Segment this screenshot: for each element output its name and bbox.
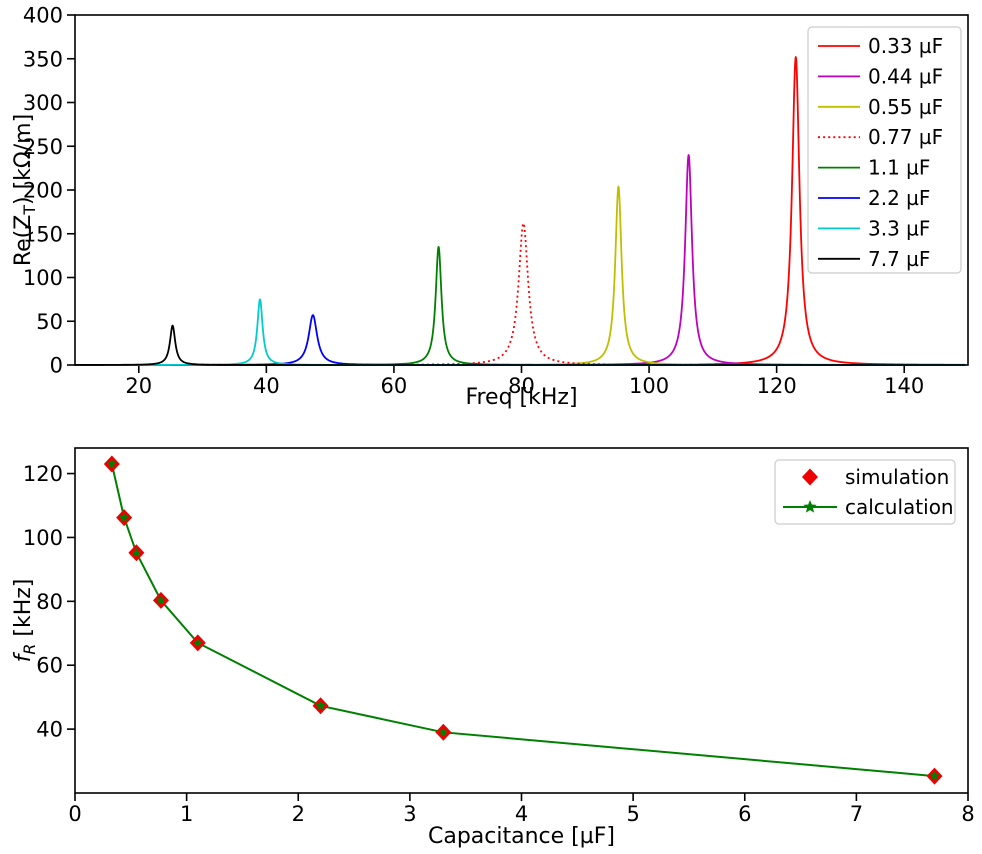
calculation-point: [929, 770, 940, 781]
y-tick-label: 120: [23, 462, 63, 486]
legend-label: 2.2 µF: [868, 186, 930, 210]
y-tick-label: 300: [23, 91, 63, 115]
legend-label: 7.7 µF: [868, 247, 930, 271]
calculation-point: [131, 547, 142, 557]
legend-item-0.44-f: 0.44 µF: [818, 64, 943, 88]
x-tick-label: 140: [884, 374, 924, 398]
y-tick-label: 150: [23, 222, 63, 246]
calculation-point: [438, 727, 449, 737]
x-tick-label: 0: [68, 802, 81, 826]
x-tick-label: 6: [738, 802, 751, 826]
legend-star-swatch: [803, 500, 817, 513]
curve-7.7-f: [75, 324, 966, 366]
x-tick-label: 80: [508, 374, 535, 398]
legend-item-2.2-f: 2.2 µF: [818, 186, 930, 210]
x-axis-label: Freq [kHz]: [465, 385, 577, 410]
legend-item-0.33-f: 0.33 µF: [818, 34, 943, 58]
x-tick-label: 60: [381, 374, 408, 398]
y-tick-label: 50: [36, 310, 63, 334]
legend-label: 0.77 µF: [868, 125, 943, 149]
legend-item-7.7-f: 7.7 µF: [818, 247, 930, 271]
y-tick-label: 100: [23, 526, 63, 550]
legend-item-calculation: calculation: [783, 495, 954, 519]
legend-label: 0.44 µF: [868, 64, 943, 88]
legend-label: 3.3 µF: [868, 216, 930, 240]
legend-item-0.77-f: 0.77 µF: [818, 125, 943, 149]
x-axis-label: Capacitance [µF]: [428, 824, 615, 849]
calculation-point: [106, 458, 117, 469]
x-tick-label: 40: [253, 374, 280, 398]
y-tick-label: 60: [36, 654, 63, 678]
x-tick-label: 2: [292, 802, 305, 826]
x-tick-label: 100: [629, 374, 669, 398]
legend-label: simulation: [845, 465, 949, 489]
y-tick-label: 100: [23, 266, 63, 290]
legend-item-simulation: simulation: [802, 465, 949, 489]
x-tick-label: 4: [515, 802, 528, 826]
legend-label: 0.33 µF: [868, 34, 943, 58]
calculation-point: [156, 595, 166, 605]
legend-item-3.3-f: 3.3 µF: [818, 216, 930, 240]
x-tick-label: 8: [961, 802, 974, 826]
x-tick-label: 1: [180, 802, 193, 826]
calculation-point: [119, 512, 130, 522]
calculation-point: [192, 637, 203, 648]
x-tick-label: 120: [757, 374, 797, 398]
calculation-point: [315, 700, 326, 710]
y-tick-label: 250: [23, 135, 63, 159]
x-tick-label: 20: [125, 374, 152, 398]
legend-box: [807, 26, 962, 274]
legend-item-1.1-f: 1.1 µF: [818, 156, 930, 180]
y-tick-label: 80: [36, 590, 63, 614]
curve-3.3-f: [75, 298, 966, 366]
legend-label: 1.1 µF: [868, 156, 930, 180]
y-tick-label: 350: [23, 47, 63, 71]
y-tick-label: 200: [23, 179, 63, 203]
resonance-capacitance-chart: 0 1 2 3 4 5 6 7 8 40 60 80 100 120 Capacitance [µF] fR …: [0, 430, 982, 854]
legend-label: 0.55 µF: [868, 95, 943, 119]
legend-label: calculation: [845, 495, 954, 519]
y-tick-label: 0: [50, 354, 63, 378]
impedance-vs-frequency-plot: 20 40 60 80 100 120 140 0 50 100 150 200 250 300 350 40…: [11, 4, 969, 410]
legend-diamond-swatch: [802, 468, 818, 486]
y-tick-label: 40: [36, 718, 63, 742]
x-tick-label: 7: [850, 802, 863, 826]
y-axis-label: fR [kHz]: [11, 579, 39, 663]
y-tick-label: 400: [23, 4, 63, 28]
curve-2.2-f: [75, 314, 966, 366]
y-axis-label: Re(ZT) [kΩ/m]: [11, 114, 39, 266]
x-tick-label: 5: [626, 802, 639, 826]
resonant-frequency-vs-capacitance-plot: 0 1 2 3 4 5 6 7 8 40 60 80 100 120 Capacitance [µF] fR …: [11, 447, 975, 849]
x-tick-label: 3: [403, 802, 416, 826]
legend-item-0.55-f: 0.55 µF: [818, 95, 943, 119]
impedance-frequency-chart: 20 40 60 80 100 120 140 0 50 100 150 200 250 300 350 40…: [11, 4, 969, 410]
